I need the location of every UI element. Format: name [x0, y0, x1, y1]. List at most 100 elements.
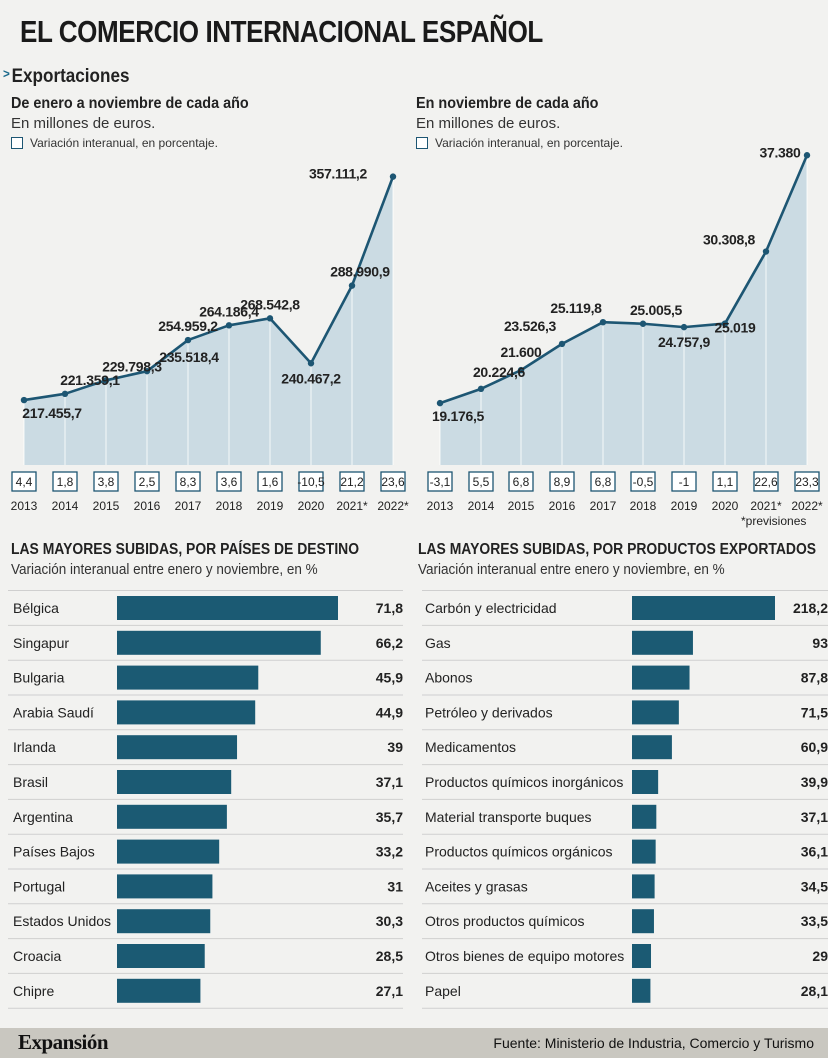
- chart2-year-label: 2022*: [791, 499, 823, 513]
- bar1-subtitle: Variación interanual entre enero y novie…: [11, 561, 318, 578]
- chart2-year-label: 2020: [712, 499, 739, 513]
- bar1-bar: [117, 665, 259, 690]
- chart1-data-point: [266, 315, 274, 322]
- chart2-year-label: 2018: [630, 499, 657, 513]
- bar1-category-label: Singapur: [13, 635, 69, 651]
- chart1-value-label: 268.542,8: [240, 296, 300, 312]
- chart2-variation-box: [549, 471, 575, 492]
- bar2-value-label: 36,1: [801, 844, 828, 860]
- chart2-value-label: 25.019: [714, 320, 756, 336]
- chart1-value-label: 229.798,3: [102, 358, 162, 374]
- chart2-legend: Variación interanual, en porcentaje.: [416, 136, 623, 150]
- bar1-bar: [117, 735, 238, 760]
- chart1-variation-label: 8,3: [180, 475, 197, 489]
- bar2-bar: [632, 700, 679, 725]
- bar2-value-label: 37,1: [801, 809, 828, 825]
- chart2-variation-box: [712, 471, 738, 492]
- chart2-year-label: 2017: [590, 499, 617, 513]
- chart1-variation-box: [257, 471, 283, 492]
- bar2-value-label: 28,1: [801, 983, 828, 999]
- bar1-category-label: Bulgaria: [13, 670, 65, 686]
- chart1-variation-box: [93, 471, 119, 492]
- bar2-category-label: Otros productos químicos: [425, 913, 585, 929]
- bar2-category-label: Medicamentos: [425, 739, 516, 755]
- chart1-data-point: [307, 360, 315, 367]
- chart2-variation-label: -3,1: [430, 475, 451, 489]
- bar1-bar: [117, 944, 205, 968]
- chart1-value-label: 288.990,9: [330, 264, 390, 280]
- bar1-category-label: Brasil: [13, 774, 48, 790]
- bar1-category-label: Portugal: [13, 878, 65, 894]
- chart2-value-label: 23.526,3: [504, 318, 557, 334]
- bar2-category-label: Carbón y electricidad: [425, 600, 557, 616]
- bar2-bar: [632, 839, 656, 864]
- chart2-year-label: 2014: [468, 499, 495, 513]
- chart1-year-label: 2020: [298, 499, 325, 513]
- chart2-variation-box: [427, 471, 453, 492]
- chart1-year-label: 2016: [134, 499, 161, 513]
- chart1-value-label: 264.186,4: [199, 303, 259, 319]
- chart1-value-label: 217.455,7: [22, 405, 82, 421]
- chart2-variation-box: [753, 471, 779, 492]
- bar1-bar: [117, 700, 256, 725]
- chart2-variation-label: 5,5: [473, 475, 490, 489]
- chart2-data-point: [680, 323, 688, 331]
- chart1-variation-label: 1,8: [57, 475, 74, 489]
- chart1-series-line: [23, 176, 395, 402]
- chart1-variation-label: -10,5: [297, 475, 325, 489]
- bar2-category-label: Otros bienes de equipo motores: [425, 948, 624, 964]
- bar2-bar: [632, 978, 651, 1003]
- bar2-subtitle: Variación interanual entre enero y novie…: [418, 561, 725, 578]
- chart1-variation-box: [134, 471, 160, 492]
- chevron-right-icon: >: [3, 66, 10, 81]
- bar2-bar: [632, 874, 655, 899]
- chart2-data-point: [762, 248, 770, 255]
- section-label: Exportaciones: [11, 66, 130, 87]
- bar2-bar: [632, 804, 657, 829]
- chart2-value-label: 20.224,6: [473, 364, 526, 380]
- bar2-bar: [632, 630, 693, 655]
- chart2-value-label: 25.119,8: [550, 300, 602, 316]
- chart2-value-label: 19.176,5: [432, 408, 485, 424]
- chart1-year-label: 2022*: [377, 499, 409, 513]
- footer-bar: [0, 1028, 828, 1058]
- chart1-variation-box: [175, 471, 201, 492]
- chart2-data-point: [639, 320, 647, 327]
- chart2-variation-label: 1,1: [717, 475, 734, 489]
- chart1-year-label: 2018: [216, 499, 243, 513]
- bar1-title: LAS MAYORES SUBIDAS, POR PAÍSES DE DESTI…: [11, 541, 360, 558]
- chart1-variation-box: [298, 471, 324, 492]
- previsiones-note: *previsiones: [741, 514, 807, 528]
- bar1-bar: [117, 839, 220, 864]
- bar1-value-label: 33,2: [376, 844, 403, 860]
- chart2-area: [440, 155, 807, 465]
- bar1-value-label: 27,1: [376, 983, 403, 999]
- bar2-category-label: Gas: [425, 635, 451, 651]
- chart1-variation-box: [339, 471, 365, 492]
- bar1-bar: [117, 909, 211, 934]
- bar1-category-label: Croacia: [13, 948, 61, 964]
- chart1-variation-label: 23,6: [381, 475, 405, 489]
- bar1-bar: [117, 630, 321, 655]
- chart2-variation-box: [630, 471, 656, 492]
- chart2-year-label: 2019: [671, 499, 698, 513]
- source-note: Fuente: Ministerio de Industria, Comerci…: [493, 1035, 814, 1051]
- page-title: EL COMERCIO INTERNACIONAL ESPAÑOL: [20, 14, 543, 49]
- chart1-year-label: 2013: [11, 499, 38, 513]
- chart2-data-point: [558, 340, 566, 348]
- bar1-category-label: Países Bajos: [13, 844, 95, 860]
- bar1-category-label: Chipre: [13, 983, 54, 999]
- bar2-category-label: Petróleo y derivados: [425, 704, 553, 720]
- bar1-value-label: 39: [387, 739, 403, 755]
- chart2-variation-box: [590, 471, 616, 492]
- chart2-data-point: [721, 320, 729, 327]
- bar1-value-label: 44,9: [376, 704, 403, 720]
- chart1-legend-label: Variación interanual, en porcentaje.: [30, 136, 218, 150]
- bar2-value-label: 39,9: [801, 774, 828, 790]
- chart2-value-label: 21.600: [500, 344, 542, 360]
- chart2-year-label: 2016: [549, 499, 576, 513]
- bar2-value-label: 33,5: [801, 913, 828, 929]
- bar2-bar: [632, 770, 659, 794]
- legend-box-icon: [416, 137, 428, 149]
- chart1-variation-label: 21,2: [340, 475, 364, 489]
